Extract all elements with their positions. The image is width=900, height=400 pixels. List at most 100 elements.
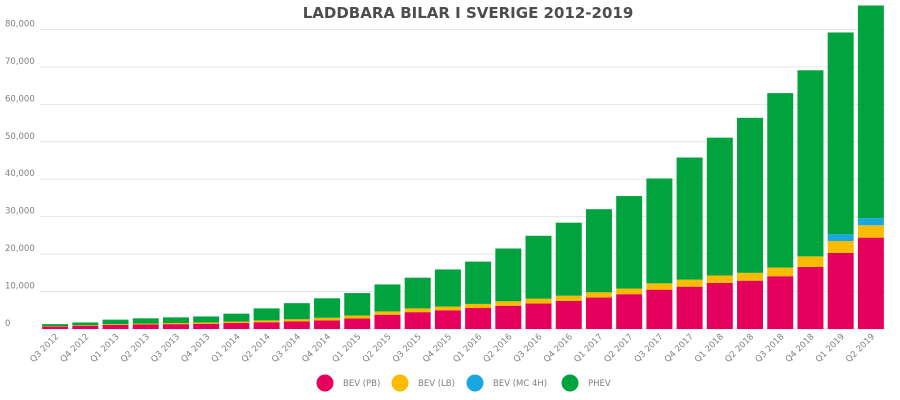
legend-item: BEV (MC 4H) xyxy=(466,374,547,392)
bar-segment-bev-lb xyxy=(827,241,854,253)
bar-segment-bev-pb xyxy=(193,323,220,329)
bar-segment-phev xyxy=(193,316,220,323)
bar-segment-bev-pb xyxy=(404,312,431,329)
x-tick-label: Q4 2018 xyxy=(784,332,817,365)
bar-segment-phev xyxy=(42,324,69,326)
bar-segment-bev-lb xyxy=(404,308,431,313)
bar-segment-phev xyxy=(132,318,159,324)
legend-item: PHEV xyxy=(561,374,611,392)
y-axis-tick-labels: 0 10,000 20,000 30,000 40,000 50,000 60,000 70,… xyxy=(5,19,35,329)
bar-segment-bev-pb xyxy=(857,237,884,329)
bar-segment-bev-mc-4h xyxy=(827,234,854,242)
bar-segment-bev-lb xyxy=(525,298,552,304)
legend: BEV (PB) BEV (LB) BEV (MC 4H) PHEV xyxy=(316,374,611,392)
bar-segment-phev xyxy=(253,308,280,321)
x-tick-label: Q3 2012 xyxy=(28,332,61,365)
bar-segment-bev-lb xyxy=(616,288,643,295)
bar-segment-bev-pb xyxy=(42,326,69,329)
bar-segment-phev xyxy=(162,317,189,324)
bar-segment-bev-pb xyxy=(797,266,824,329)
bar-segment-bev-pb xyxy=(555,300,582,329)
x-tick-label: Q2 2013 xyxy=(119,332,152,365)
legend-item: BEV (PB) xyxy=(316,374,380,392)
bar-segment-phev xyxy=(555,222,582,296)
bar-segment-bev-lb xyxy=(132,323,159,325)
bar-segment-phev xyxy=(737,117,764,273)
bar-segment-bev-pb xyxy=(223,323,250,329)
legend-label: BEV (LB) xyxy=(418,379,455,389)
bar-segment-bev-lb xyxy=(465,303,492,309)
bar-segment-bev-lb xyxy=(555,295,582,301)
x-tick-label: Q1 2016 xyxy=(451,332,484,365)
grid-layer xyxy=(40,28,886,330)
bar-segment-bev-pb xyxy=(827,252,854,329)
y-tick-label: 50,000 xyxy=(5,132,35,142)
bar-segment-bev-lb xyxy=(253,320,280,323)
bar-segment-phev xyxy=(767,93,794,268)
y-tick-label: 30,000 xyxy=(5,207,35,217)
bar-segment-phev xyxy=(585,209,612,293)
bar-segment-bev-lb xyxy=(767,267,794,277)
y-tick-label: 0 xyxy=(5,319,10,329)
bar-segment-bev-pb xyxy=(102,324,129,329)
bar-segment-bev-lb xyxy=(283,319,310,322)
x-tick-label: Q1 2017 xyxy=(572,332,605,365)
x-tick-label: Q1 2013 xyxy=(89,332,122,365)
bar-segment-phev xyxy=(495,248,522,302)
bar-segment-bev-pb xyxy=(72,325,99,329)
x-tick-label: Q1 2015 xyxy=(331,332,364,365)
bar-segment-bev-lb xyxy=(72,325,99,326)
bar-segment-bev-pb xyxy=(283,321,310,329)
x-tick-label: Q2 2017 xyxy=(602,332,635,365)
bar-segment-phev xyxy=(223,313,250,322)
y-tick-label: 20,000 xyxy=(5,244,35,254)
bar-segment-phev xyxy=(676,157,703,280)
y-tick-label: 80,000 xyxy=(5,19,35,29)
bar-segment-phev xyxy=(344,293,371,316)
bar-segment-phev xyxy=(374,284,401,312)
x-tick-label: Q4 2012 xyxy=(59,332,92,365)
bar-segment-bev-pb xyxy=(253,322,280,329)
bar-segment-bev-pb xyxy=(767,276,794,329)
y-tick-label: 10,000 xyxy=(5,282,35,292)
bars xyxy=(42,5,884,329)
bar-segment-phev xyxy=(646,178,673,284)
x-tick-label: Q1 2019 xyxy=(814,332,847,365)
legend-item: BEV (LB) xyxy=(391,374,455,392)
bar-segment-bev-pb xyxy=(646,289,673,329)
legend-swatch xyxy=(316,374,334,392)
bar-segment-bev-lb xyxy=(193,322,220,324)
x-tick-label: Q2 2019 xyxy=(844,332,877,365)
y-tick-label: 70,000 xyxy=(5,57,35,67)
legend-swatch xyxy=(561,374,579,392)
bar-segment-phev xyxy=(465,261,492,304)
bar-segment-bev-pb xyxy=(676,286,703,329)
y-tick-label: 60,000 xyxy=(5,94,35,104)
bar-segment-bev-pb xyxy=(737,280,764,329)
legend-swatch xyxy=(391,374,409,392)
bar-segment-phev xyxy=(797,70,824,257)
bar-segment-phev xyxy=(706,137,733,276)
x-tick-label: Q3 2017 xyxy=(633,332,666,365)
x-tick-label: Q4 2017 xyxy=(663,332,696,365)
bar-segment-bev-lb xyxy=(434,306,461,311)
chart-title: LADDBARA BILAR I SVERIGE 2012-2019 xyxy=(303,4,634,22)
bar-segment-phev xyxy=(525,235,552,299)
x-tick-label: Q4 2015 xyxy=(421,332,454,365)
bar-segment-bev-lb xyxy=(162,323,189,325)
bar-segment-bev-pb xyxy=(132,324,159,329)
x-tick-label: Q2 2018 xyxy=(723,332,756,365)
x-tick-label: Q3 2016 xyxy=(512,332,545,365)
bar-segment-bev-pb xyxy=(314,320,341,329)
bar-segment-phev xyxy=(102,319,129,325)
legend-label: BEV (MC 4H) xyxy=(493,379,547,389)
bar-segment-phev xyxy=(404,277,431,309)
bar-segment-bev-lb xyxy=(676,279,703,287)
legend-label: PHEV xyxy=(588,379,611,389)
bar-segment-bev-lb xyxy=(706,275,733,283)
bar-segment-bev-lb xyxy=(797,256,824,267)
bar-segment-bev-mc-4h xyxy=(857,218,884,226)
x-tick-label: Q2 2015 xyxy=(361,332,394,365)
bar-segment-bev-lb xyxy=(857,225,884,238)
